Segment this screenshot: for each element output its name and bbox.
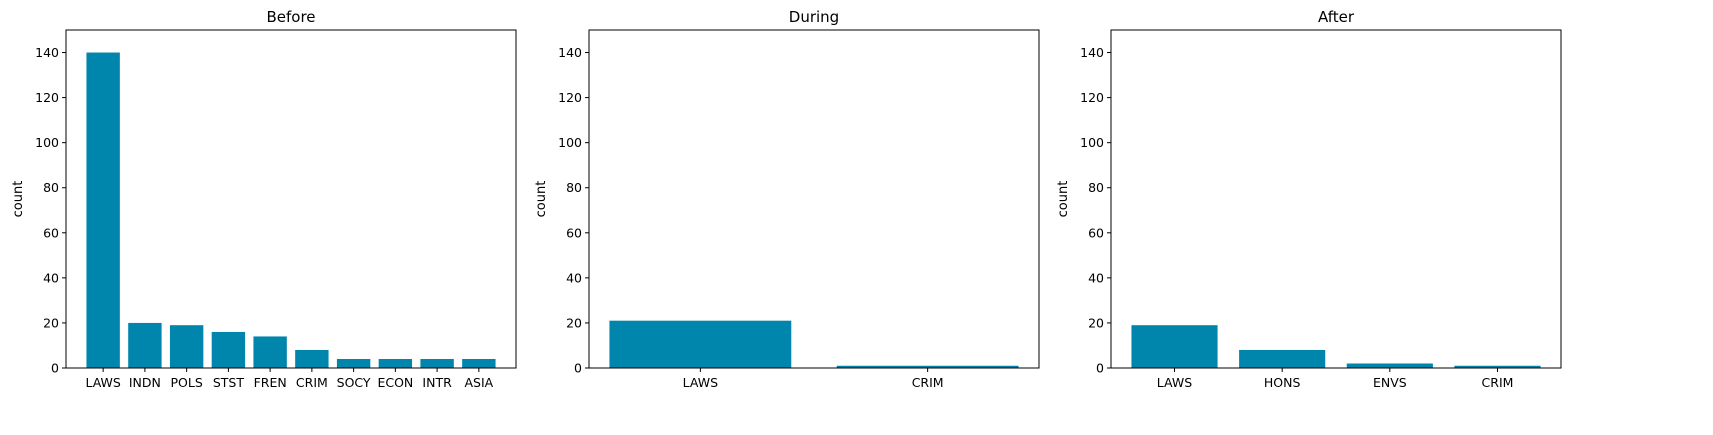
x-tick-label-laws: LAWS (85, 375, 120, 390)
x-tick-label-envs: ENVS (1373, 375, 1407, 390)
y-tick-label: 140 (558, 45, 582, 60)
y-tick-label: 100 (558, 135, 582, 150)
chart-panel-1: 0 20 40 60 80 100 120 140 LAWS CRIM During count (534, 8, 1040, 390)
y-axis-label: count (11, 181, 26, 218)
y-tick-label: 20 (566, 315, 582, 330)
y-tick-label: 80 (566, 180, 582, 195)
y-axis-label: count (534, 181, 549, 218)
bar-laws (1131, 325, 1218, 368)
bar-pols (169, 325, 204, 368)
y-tick-label: 100 (1080, 135, 1104, 150)
bar-stst (211, 331, 246, 368)
chart-panel-2: 0 20 40 60 80 100 120 140 LAWS HONS ENVS CRIM After c… (1056, 8, 1562, 390)
y-tick-label: 80 (1088, 180, 1104, 195)
bar-envs (1346, 363, 1433, 368)
y-tick-label: 20 (1088, 315, 1104, 330)
x-tick-label-socy: SOCY (337, 375, 371, 390)
axes-frame (65, 29, 517, 369)
x-tick-label-intr: INTR (422, 375, 452, 390)
x-tick-label-crim: CRIM (296, 375, 328, 390)
x-tick-label-pols: POLS (170, 375, 202, 390)
x-tick-label-laws: LAWS (683, 375, 718, 390)
y-tick-label: 0 (1096, 361, 1104, 376)
y-tick-label: 0 (51, 361, 59, 376)
bar-laws (609, 320, 792, 368)
bar-socy (336, 358, 371, 368)
bar-indn (128, 322, 162, 368)
chart-title: After (1318, 8, 1355, 26)
y-tick-label: 60 (1088, 225, 1104, 240)
y-axis-label: count (1056, 181, 1071, 218)
y-tick-label: 140 (35, 45, 59, 60)
x-tick-label-crim: CRIM (1482, 375, 1514, 390)
bar-crim (836, 365, 1019, 368)
axes-frame (1110, 29, 1562, 369)
chart-title: During (789, 8, 839, 26)
y-tick-label: 60 (43, 225, 59, 240)
bar-hons (1239, 349, 1326, 368)
bar-crim (295, 349, 329, 368)
y-tick-label: 40 (566, 270, 582, 285)
x-tick-label-hons: HONS (1264, 375, 1301, 390)
y-tick-label: 0 (574, 361, 582, 376)
x-tick-label-fren: FREN (254, 375, 287, 390)
y-tick-label: 60 (566, 225, 582, 240)
chart-panel-0: 0 20 40 60 80 100 120 140 LAWS INDN POLS STST FREN CR… (11, 8, 517, 390)
axes-frame (588, 29, 1040, 369)
bar-crim (1454, 365, 1541, 368)
x-tick-label-econ: ECON (377, 375, 413, 390)
y-tick-label: 100 (35, 135, 59, 150)
bar-laws (86, 52, 120, 368)
y-tick-label: 20 (43, 315, 59, 330)
y-tick-label: 40 (43, 270, 59, 285)
y-tick-label: 80 (43, 180, 59, 195)
y-tick-label: 140 (1080, 45, 1104, 60)
y-tick-label: 120 (35, 90, 59, 105)
bar-econ (378, 358, 413, 368)
x-tick-label-stst: STST (213, 375, 245, 390)
bar-fren (253, 336, 287, 368)
x-tick-label-laws: LAWS (1157, 375, 1192, 390)
x-tick-label-asia: ASIA (464, 375, 493, 390)
x-tick-label-crim: CRIM (912, 375, 944, 390)
y-tick-label: 120 (1080, 90, 1104, 105)
bar-asia (462, 358, 496, 368)
chart-title: Before (266, 8, 315, 26)
x-tick-label-indn: INDN (129, 375, 161, 390)
y-tick-label: 120 (558, 90, 582, 105)
y-tick-label: 40 (1088, 270, 1104, 285)
bar-intr (420, 358, 454, 368)
